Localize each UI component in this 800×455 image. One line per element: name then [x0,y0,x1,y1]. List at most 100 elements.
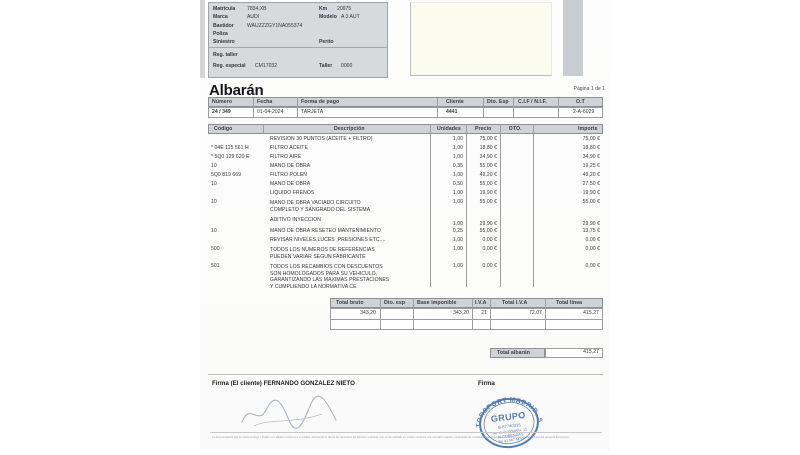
row-codigo: 10 [211,228,217,234]
stamp-cif-text: B-87740315 [498,422,522,430]
sep-iva [490,298,491,330]
col-importe: Importe [578,126,598,132]
left-gray-strip [200,0,205,78]
row-importe: 75,00 € [582,136,600,142]
row-unidades: 1,00 [452,145,463,151]
modelo-value: A 3 AUT [341,14,360,20]
row-importe: 27,50 € [582,181,600,187]
row-importe: 0,00 € [585,263,600,269]
taller-label: Taller [319,63,333,69]
row-descripcion: FILTRO ACEITE [270,145,308,151]
val-numero: 24 / 349 [212,109,231,115]
col-base-imponible: Base imponible [417,300,457,306]
val-total-linea: 415,27 [583,310,599,316]
col-total-iva: Total I.V.A [502,300,528,306]
invoice-header-values-row [208,107,603,118]
val-ot: 2-A-6029 [573,109,595,115]
row-unidades: 1,00 [452,237,463,243]
row-unidades: 0,50 [452,181,463,187]
row-importe: 49,20 € [582,172,600,178]
row-precio: 55,00 € [479,199,497,205]
row-importe: 0,00 € [585,246,600,252]
poliza-label: Poliza [213,31,228,37]
marca-label: Marca [213,14,228,20]
row-precio: 75,00 € [479,136,497,142]
row-precio: 0,00 € [482,263,497,269]
row-precio: 19,90 € [479,190,497,196]
row-unidades: 1,00 [452,172,463,178]
signature-rule [208,374,603,375]
val-total-bruto: 343,20 [360,310,376,316]
sep-dto [533,124,534,287]
totals-header-band [330,298,603,308]
row-descripcion: TODOS LOS RECAMBIOS CON DESCUENTOS SON H… [270,264,390,290]
col-dtoesp: Dto. Esp [487,99,509,105]
taller-value: 0000 [341,63,353,69]
row-importe: 19,25 € [582,163,600,169]
row-descripcion: ADITIVO INYECCION [270,217,321,223]
sep-totalbruto [380,298,381,330]
val-iva: 21 [481,310,487,316]
page-indicator: Página 1 de 1 [573,86,605,92]
grand-total-label-band [490,348,545,358]
row-descripcion: FILTRO POLEN [270,172,308,178]
row-descripcion: TODOS LOS NUMEROS DE REFERENCIAS PUEDEN … [270,247,375,260]
legal-fine-print: La documentación que se anexa entrego y … [212,436,570,439]
row-precio: 55,00 € [479,181,497,187]
matricula-value: 7834,XB [247,6,267,12]
row-descripcion: REVISAR NIVELES,LUCES ,PRESIONES ETC.... [270,237,386,243]
row-precio: 55,00 € [479,163,497,169]
modelo-label: Modelo [319,14,337,20]
km-value: 20975 [337,6,352,12]
handwritten-signature [241,395,337,429]
km-label: Km [319,6,328,12]
sep-baseimponible [472,298,473,330]
bastidor-label: Bastidor [213,23,234,29]
stamp-address-text: Av. de la Industria, 12 [493,427,528,435]
row-importe: 18,80 € [582,145,600,151]
sep-precio [500,124,501,287]
col-total-bruto: Total bruto [336,300,364,306]
row-codigo: 5Q0 819 669 [211,172,242,178]
reg-especial-value: CM17032 [255,63,278,69]
vehicle-block-divider [209,47,387,48]
row-codigo: 10 [211,163,217,169]
stamp-phone-text: Tel. 91 567 44 57 [498,437,524,444]
val-base-imponible: 343,20 [453,310,469,316]
reg-especial-label: Reg. especial [213,63,246,69]
row-precio: 18,80 € [479,145,497,151]
val-fecha: 01-04-2024 [257,109,284,115]
sep-totaliva [545,298,546,330]
row-descripcion: MANO DE OBRA VACIADO CIRCUITO COMPLETO Y… [270,200,371,213]
stamp-grupo-text: GRUPO [490,410,526,424]
vehicle-header-block: Matrícula 7834,XB Km 20975 Marca AUDI Mo… [208,2,388,78]
row-unidades: 1,00 [452,136,463,142]
grand-total-value-box [545,348,603,358]
row-importe: 0,00 € [585,237,600,243]
row-importe: 34,90 € [582,154,600,160]
row-codigo: * 04E 115 561 H [211,145,249,151]
page-title: Albarán [209,82,264,99]
row-unidades: 0,25 [452,228,463,234]
row-descripcion: MANO DE OBRA RESETEO MANTENIMIENTO [270,228,381,234]
row-unidades: 0,35 [452,163,463,169]
row-unidades: 1,00 [452,199,463,205]
perito-label: Perito [319,39,334,45]
col-total-linea: Total línea [556,300,583,306]
row-unidades: 1,00 [452,263,463,269]
col-descripcion: Descripción [334,126,365,132]
grand-total-value: 415,27 [583,349,599,355]
row-codigo: 501 [211,263,220,269]
sep-codigo [263,124,264,134]
invoice-header-band [208,97,603,107]
row-unidades: 1,00 [452,154,463,160]
row-importe: 55,00 € [582,199,600,205]
row-importe: 29,90 € [582,221,600,227]
col-precio: Precio [475,126,492,132]
val-cliente: 4441 [446,109,458,115]
row-importe: 19,90 € [582,190,600,196]
footer-rule [210,432,602,433]
row-descripcion: MANO DE OBRA [270,181,311,187]
sep-unidades [466,124,467,287]
sep-dtoesp [513,97,514,118]
